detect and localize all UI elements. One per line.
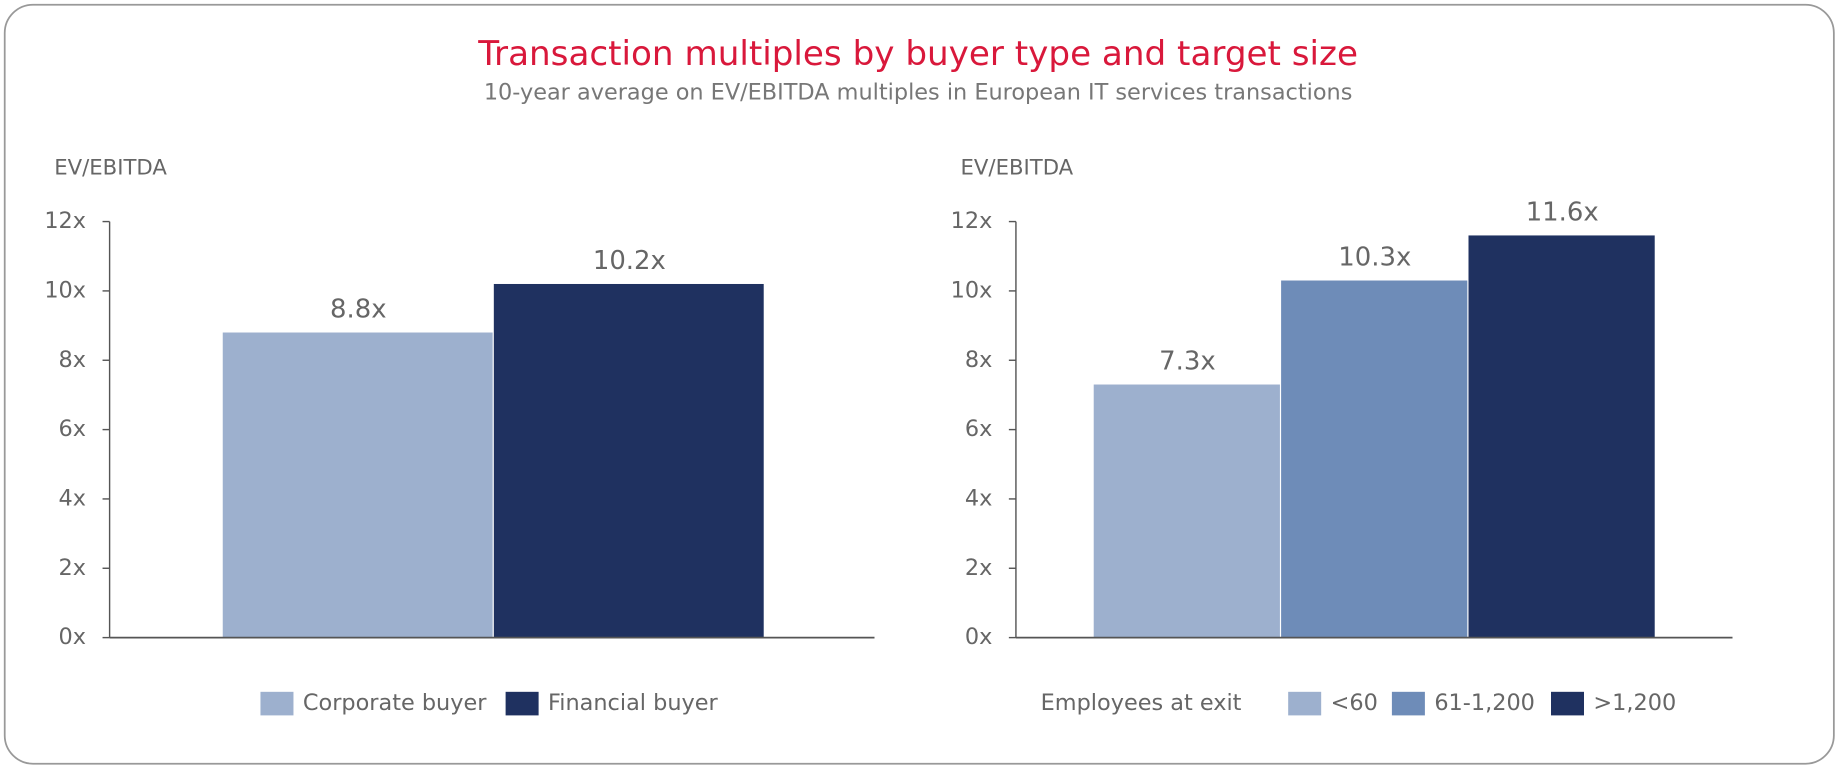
y-tick-label: 4x — [59, 485, 86, 511]
bar — [1281, 280, 1468, 638]
y-tick-label: 0x — [59, 624, 86, 650]
legend-label: Corporate buyer — [303, 690, 487, 716]
legend-swatch — [1551, 691, 1584, 716]
y-tick-label: 0x — [965, 624, 992, 650]
legend-title: Employees at exit — [1041, 690, 1242, 716]
legend-swatch — [260, 691, 294, 716]
y-tick-label: 12x — [951, 208, 993, 234]
legend-swatch — [505, 691, 539, 716]
y-axis-label: EV/EBITDA — [961, 156, 1074, 181]
value-label: 8.8x — [330, 295, 387, 325]
y-tick-label: 12x — [44, 208, 86, 234]
bar — [1093, 384, 1280, 638]
y-axis-label: EV/EBITDA — [54, 156, 167, 181]
y-tick-label: 6x — [59, 416, 86, 442]
value-label: 10.3x — [1338, 243, 1411, 273]
value-label: 11.6x — [1526, 198, 1599, 228]
bar — [222, 332, 493, 638]
subtitle: 10-year average on EV/EBITDA multiples i… — [484, 80, 1353, 106]
bar — [493, 283, 764, 638]
y-tick-label: 8x — [965, 347, 992, 373]
y-tick-label: 2x — [965, 555, 992, 581]
legend-label: 61-1,200 — [1434, 690, 1535, 716]
y-tick-label: 10x — [951, 277, 993, 303]
legend-label: >1,200 — [1593, 690, 1676, 716]
y-tick-label: 2x — [59, 555, 86, 581]
legend-label: <60 — [1331, 690, 1378, 716]
legend-swatch — [1391, 691, 1425, 716]
value-label: 10.2x — [593, 246, 666, 276]
legend-label: Financial buyer — [548, 690, 718, 716]
y-tick-label: 10x — [44, 277, 86, 303]
value-label: 7.3x — [1159, 347, 1216, 377]
y-tick-label: 4x — [965, 485, 992, 511]
title: Transaction multiples by buyer type and … — [477, 34, 1358, 74]
y-tick-label: 6x — [965, 416, 992, 442]
bar — [1468, 235, 1655, 638]
y-tick-label: 8x — [59, 347, 86, 373]
legend-swatch — [1288, 691, 1322, 716]
